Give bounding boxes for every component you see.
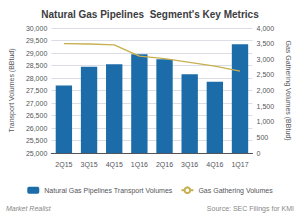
svg-text:1Q17: 1Q17: [231, 161, 248, 169]
svg-text:26,000: 26,000: [26, 125, 48, 132]
svg-text:2Q15: 2Q15: [55, 161, 72, 169]
svg-text:2Q16: 2Q16: [156, 161, 173, 169]
svg-text:Gas Gathering Volumes (BBtud): Gas Gathering Volumes (BBtud): [284, 41, 292, 141]
svg-text:500: 500: [257, 134, 269, 141]
svg-text:1,000: 1,000: [257, 118, 275, 125]
svg-text:2,500: 2,500: [257, 71, 275, 78]
svg-text:Market Realist: Market Realist: [6, 205, 52, 212]
svg-text:27,000: 27,000: [26, 100, 48, 107]
svg-text:29,500: 29,500: [26, 37, 48, 44]
svg-text:30,000: 30,000: [26, 25, 48, 32]
svg-text:28,500: 28,500: [26, 62, 48, 69]
svg-text:26,500: 26,500: [26, 112, 48, 119]
svg-text:25,500: 25,500: [26, 137, 48, 144]
svg-text:3,000: 3,000: [257, 56, 275, 63]
svg-text:3Q15: 3Q15: [80, 161, 97, 169]
svg-text:2,000: 2,000: [257, 87, 275, 94]
svg-text:Natural Gas Pipelines Transpor: Natural Gas Pipelines Transport Volumes: [44, 187, 173, 195]
svg-text:1,500: 1,500: [257, 103, 275, 110]
svg-text:Gas Gathering Volumes: Gas Gathering Volumes: [198, 187, 273, 195]
svg-text:0: 0: [257, 150, 261, 157]
svg-text:25,000: 25,000: [26, 150, 48, 157]
svg-text:Source: SEC Filings for KMI: Source: SEC Filings for KMI: [207, 205, 294, 213]
svg-text:29,000: 29,000: [26, 50, 48, 57]
svg-text:Natural Gas Pipelines Segment: Natural Gas Pipelines Segment's Key Metr…: [41, 9, 259, 20]
svg-text:27,500: 27,500: [26, 87, 48, 94]
svg-text:28,000: 28,000: [26, 75, 48, 82]
svg-text:4,000: 4,000: [257, 25, 275, 32]
svg-text:1Q16: 1Q16: [131, 161, 148, 169]
svg-text:4Q16: 4Q16: [206, 161, 223, 169]
svg-text:3,500: 3,500: [257, 40, 275, 47]
svg-text:Transport Volumes (BBtud): Transport Volumes (BBtud): [8, 48, 16, 132]
svg-text:3Q16: 3Q16: [181, 161, 198, 169]
svg-text:4Q15: 4Q15: [106, 161, 123, 169]
